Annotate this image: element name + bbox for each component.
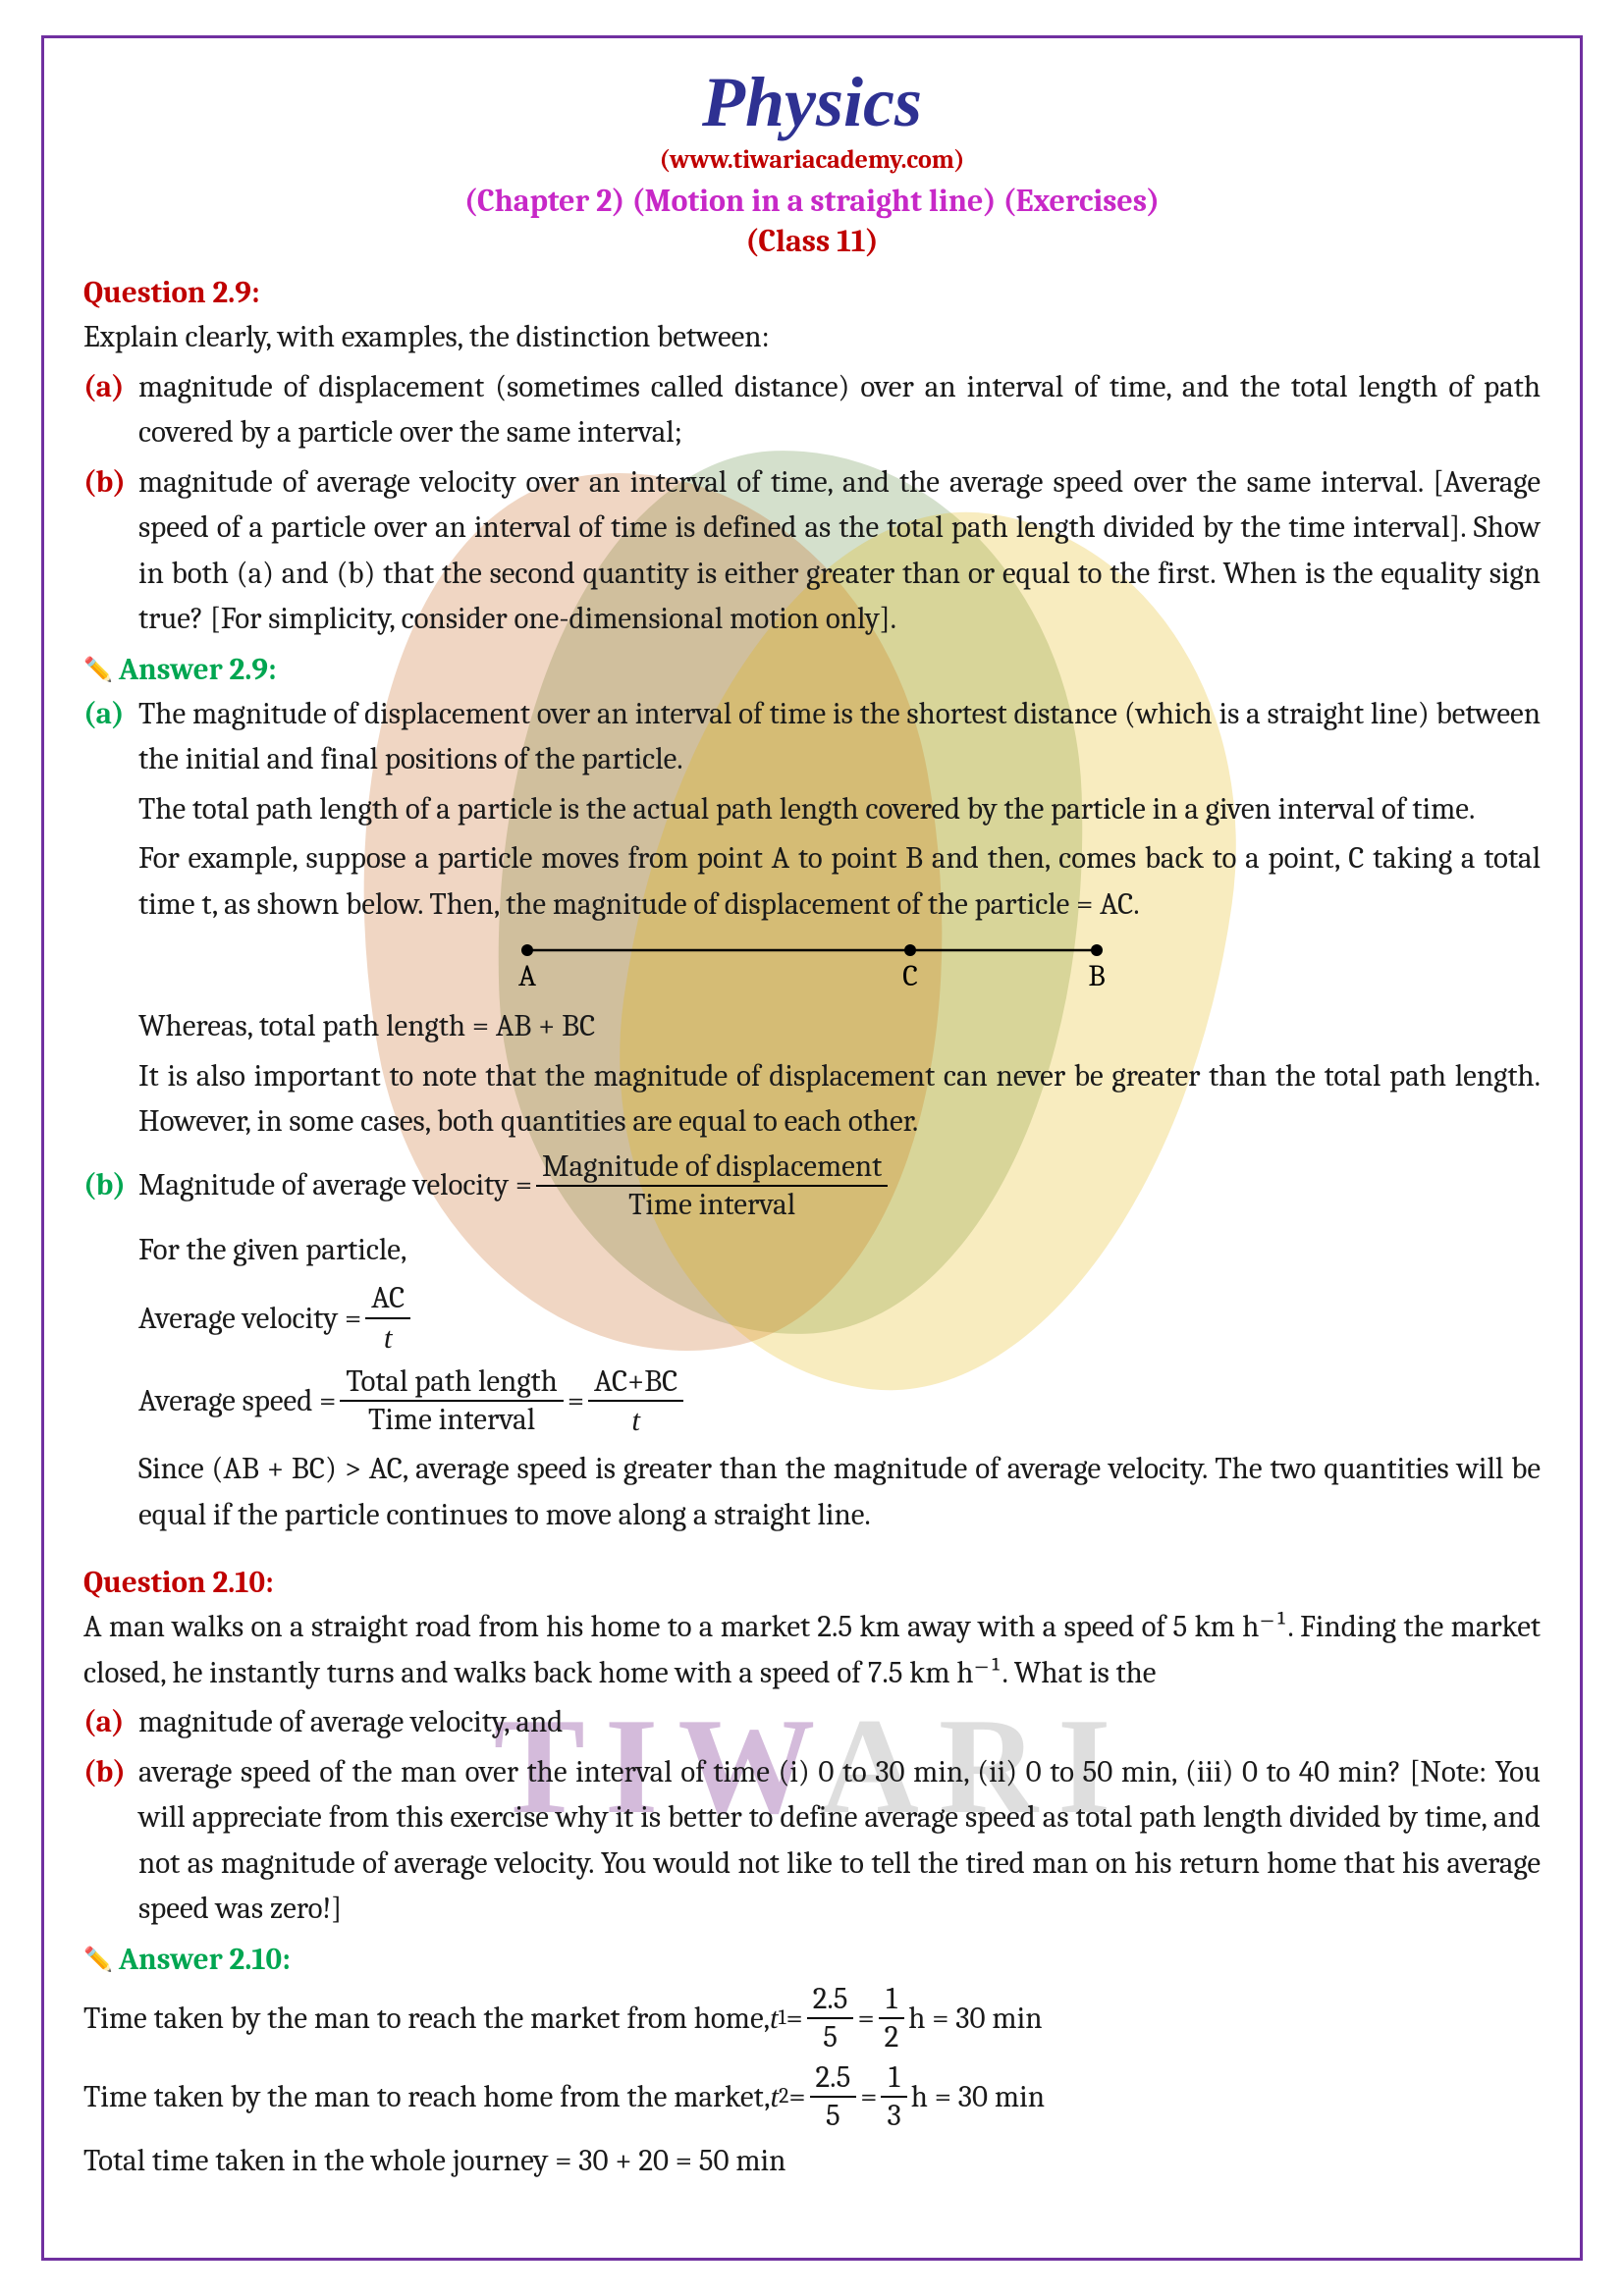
- answer-2-10-line1: Time taken by the man to reach the marke…: [83, 1981, 1541, 2056]
- a210-l2-f2n: 1: [881, 2059, 906, 2098]
- answer-2-9-b-p4: Since (AB + BC) > AC, average speed is g…: [83, 1446, 1541, 1537]
- pencil-icon: ✏️: [83, 656, 113, 683]
- a210-l1-mid1: =: [786, 1996, 803, 2042]
- page: TIWARI Physics (www.tiwariacademy.com) (…: [0, 0, 1624, 2296]
- question-2-9-intro: Explain clearly, with examples, the dist…: [83, 314, 1541, 360]
- answer-2-9-a-p3: For example, suppose a particle moves fr…: [83, 835, 1541, 927]
- eq2-num: AC: [365, 1280, 410, 1318]
- pencil-icon-2: ✏️: [83, 1946, 113, 1973]
- answer-2-9-b-eq3: Average speed = Total path length Time i…: [83, 1363, 1541, 1438]
- a210-l2-mid1: =: [788, 2074, 805, 2120]
- question-2-9-a-text: magnitude of displacement (sometimes cal…: [138, 364, 1541, 455]
- a210-l2-f2d: 3: [881, 2098, 906, 2134]
- answer-2-9-a-p2: The total path length of a particle is t…: [83, 786, 1541, 832]
- answer-2-9-heading: ✏️ Answer 2.9:: [83, 652, 1541, 687]
- a210-l1-f2d: 2: [879, 2019, 905, 2056]
- answer-2-9-b-eq1: Magnitude of average velocity = Magnitud…: [138, 1148, 1541, 1223]
- answer-2-10-line3: Total time taken in the whole journey = …: [83, 2138, 1541, 2184]
- a210-l1-f2n: 1: [879, 1981, 905, 2019]
- eq1-num: Magnitude of displacement: [536, 1148, 888, 1187]
- a210-l2-pre: Time taken by the man to reach home from…: [83, 2074, 770, 2120]
- question-2-10-intro: A man walks on a straight road from his …: [83, 1604, 1541, 1695]
- eq2-lhs: Average velocity =: [138, 1301, 361, 1336]
- eq3-lhs: Average speed =: [138, 1383, 336, 1418]
- list-marker-a-green: (a): [83, 691, 138, 737]
- list-marker-a-2: (a): [83, 1699, 138, 1745]
- answer-2-9-b: (b) Magnitude of average velocity = Magn…: [83, 1148, 1541, 1223]
- question-2-9-b-text: magnitude of average velocity over an in…: [138, 459, 1541, 642]
- a210-l1-mid2: =: [857, 1996, 874, 2042]
- answer-2-9-a-p5: It is also important to note that the ma…: [83, 1053, 1541, 1145]
- source-url: (www.tiwariacademy.com): [83, 145, 1541, 175]
- question-2-9-heading: Question 2.9:: [83, 275, 1541, 310]
- a210-l1-f1d: 5: [807, 2019, 854, 2056]
- question-2-10-a: (a) magnitude of average velocity, and: [83, 1699, 1541, 1745]
- list-marker-b: (b): [83, 459, 138, 506]
- page-title: Physics: [83, 62, 1541, 143]
- answer-2-9-a-p4: Whereas, total path length = AB + BC: [83, 1003, 1541, 1049]
- a210-l1-var: t: [770, 1996, 779, 2042]
- a210-l2-frac1: 2.5 5: [810, 2059, 857, 2134]
- a210-l2-f1n: 2.5: [810, 2059, 857, 2098]
- a210-l1-post: h = 30 min: [908, 1996, 1042, 2042]
- diagram-label-b: B: [1088, 959, 1105, 993]
- eq1-frac: Magnitude of displacement Time interval: [536, 1148, 888, 1223]
- eq2-frac: AC t: [365, 1280, 410, 1355]
- a210-l1-frac2: 1 2: [879, 1981, 905, 2056]
- answer-2-10-heading-text: Answer 2.10:: [119, 1942, 291, 1977]
- question-2-10-b: (b) average speed of the man over the in…: [83, 1749, 1541, 1932]
- answer-2-10-heading: ✏️ Answer 2.10:: [83, 1942, 1541, 1977]
- a210-l1-frac1: 2.5 5: [807, 1981, 854, 2056]
- question-2-10-a-text: magnitude of average velocity, and: [138, 1699, 1541, 1745]
- diagram-label-a: A: [518, 959, 536, 993]
- a210-l2-post: h = 30 min: [911, 2074, 1045, 2120]
- answer-2-9-b-p2: For the given particle,: [83, 1227, 1541, 1273]
- question-2-10-b-text: average speed of the man over the interv…: [138, 1749, 1541, 1932]
- question-2-9-a: (a) magnitude of displacement (sometimes…: [83, 364, 1541, 455]
- a210-l2-f1d: 5: [810, 2098, 857, 2134]
- class-line: (Class 11): [83, 223, 1541, 259]
- a210-l2-sub: 2: [779, 2081, 788, 2113]
- answer-2-9-a-p1: The magnitude of displacement over an in…: [138, 691, 1541, 782]
- chapter-line: (Chapter 2) (Motion in a straight line) …: [83, 183, 1541, 219]
- a210-l1-f1n: 2.5: [807, 1981, 854, 2019]
- list-marker-a: (a): [83, 364, 138, 410]
- list-marker-b-2: (b): [83, 1749, 138, 1795]
- eq1-den: Time interval: [536, 1187, 888, 1223]
- question-2-10-heading: Question 2.10:: [83, 1565, 1541, 1600]
- line-diagram-acb: A C B: [83, 936, 1541, 997]
- answer-2-9-a: (a) The magnitude of displacement over a…: [83, 691, 1541, 782]
- eq3-frac2: AC+BC t: [588, 1363, 683, 1438]
- eq3-den1: Time interval: [340, 1402, 563, 1438]
- answer-2-10-line2: Time taken by the man to reach home from…: [83, 2059, 1541, 2134]
- eq3-num2: AC+BC: [588, 1363, 683, 1402]
- eq3-frac1: Total path length Time interval: [340, 1363, 563, 1438]
- eq1-lhs: Magnitude of average velocity =: [138, 1162, 532, 1208]
- a210-l2-mid2: =: [860, 2074, 877, 2120]
- a210-l2-frac2: 1 3: [881, 2059, 906, 2134]
- list-marker-b-green: (b): [83, 1162, 138, 1208]
- page-border: TIWARI Physics (www.tiwariacademy.com) (…: [41, 35, 1583, 2261]
- eq3-num1: Total path length: [340, 1363, 563, 1402]
- a210-l1-pre: Time taken by the man to reach the marke…: [83, 1996, 770, 2042]
- question-2-9-b: (b) magnitude of average velocity over a…: [83, 459, 1541, 642]
- a210-l1-sub: 1: [779, 2002, 786, 2035]
- eq3-mid: =: [568, 1383, 584, 1418]
- diagram-label-c: C: [902, 959, 918, 993]
- a210-l2-var: t: [770, 2074, 779, 2120]
- answer-2-9-b-eq2: Average velocity = AC t: [83, 1280, 1541, 1355]
- content: Physics (www.tiwariacademy.com) (Chapter…: [83, 62, 1541, 2184]
- answer-2-9-heading-text: Answer 2.9:: [119, 652, 277, 687]
- eq2-den: t: [365, 1319, 410, 1356]
- eq3-den2: t: [588, 1402, 683, 1438]
